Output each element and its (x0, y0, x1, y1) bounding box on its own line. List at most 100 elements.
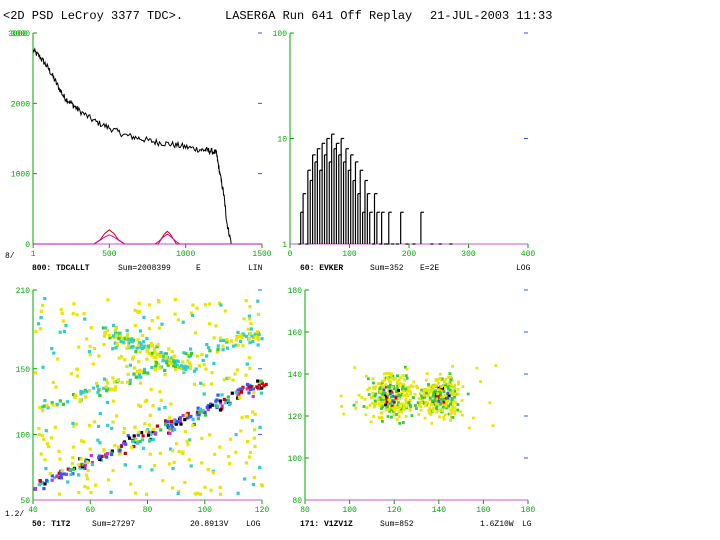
p3-cell-247 (88, 389, 92, 393)
p4-cell-466 (420, 401, 423, 405)
p3-cell-94 (236, 396, 240, 400)
p3-cell-393 (176, 365, 180, 369)
p3-cell-472 (184, 365, 188, 369)
p3-cell-294 (215, 350, 219, 354)
p4-cell-367 (447, 375, 451, 379)
p3-cell-714 (256, 343, 260, 347)
p4-cell-442 (441, 405, 445, 409)
p3-cell-99 (33, 486, 38, 491)
p3-cell-604 (217, 301, 222, 305)
p3-cell-95 (220, 404, 224, 408)
p3-cell-599 (137, 301, 141, 305)
p3-cell-702 (131, 355, 135, 359)
p3-cell-310 (132, 372, 136, 376)
p4-cell-339 (439, 394, 443, 398)
p4-cell-525 (360, 396, 364, 399)
p3-cell-434 (173, 365, 178, 369)
p3-cell-683 (47, 445, 51, 449)
p3-cell-426 (161, 359, 165, 363)
p3-cell-773 (243, 477, 247, 481)
p3-cell-381 (119, 340, 123, 344)
p4-cell-177 (372, 385, 376, 389)
p4-cell-412 (449, 383, 453, 386)
p3-cell-656 (218, 445, 222, 449)
p3-cell-80 (105, 455, 109, 459)
p3-cell-39 (53, 476, 57, 480)
p3-cell-548 (75, 313, 79, 317)
p2-xtick-label-1: 100 (342, 250, 357, 259)
p4-cell-139 (394, 390, 398, 393)
p3-cell-585 (106, 478, 111, 482)
p3-cell-405 (138, 341, 142, 345)
p3-cell-552 (151, 404, 155, 408)
p3-cell-537 (248, 366, 252, 370)
panel-v1zv1z: 80 100 120 140 160 180 80 100 120 140 160 180 (288, 287, 536, 515)
p4-cell-77 (388, 372, 391, 375)
p4-cell-304 (433, 396, 437, 400)
p3-cell-634 (94, 483, 98, 487)
p3-cell-136 (181, 414, 185, 418)
p3-cell-222 (58, 399, 62, 403)
panel-evker: 1 10 100 0 100 200 300 400 (273, 30, 536, 259)
p3-cell-457 (150, 344, 155, 348)
p4-cell-407 (447, 394, 451, 398)
p4-cell-276 (453, 412, 457, 416)
p3-cell-164 (168, 431, 172, 435)
p3-cell-130 (81, 465, 85, 469)
p3-cell-307 (216, 348, 220, 352)
p4-cell-58 (369, 420, 373, 424)
p3-cell-478 (172, 360, 176, 364)
p3-cell-636 (258, 465, 262, 470)
p3-cell-798 (142, 446, 146, 450)
p3-cell-511 (236, 491, 240, 495)
p4-cell-57 (352, 403, 356, 407)
p3-footer-flag: 20.8913V (190, 520, 229, 529)
p3-cell-789 (233, 372, 237, 376)
p4-cell-31 (391, 394, 395, 398)
p4-cell-348 (417, 404, 421, 407)
p3-cell-739 (202, 392, 206, 396)
p3-cell-470 (162, 354, 166, 358)
p3-cell-19 (206, 408, 210, 412)
p3-cell-766 (206, 468, 210, 472)
p4-xtick-label-0: 80 (300, 506, 310, 515)
p4-cell-495 (438, 376, 442, 380)
p4-cell-34 (390, 402, 394, 406)
p1-footer-name: 800: TDCALLT (32, 264, 90, 273)
p3-cell-199 (172, 419, 176, 423)
p3-cell-327 (163, 368, 167, 372)
p3-cell-315 (96, 391, 100, 395)
p3-cell-172 (151, 437, 155, 442)
p3-cell-299 (79, 389, 83, 393)
p3-cell-443 (129, 339, 133, 343)
p4-cell-492 (461, 385, 465, 388)
p3-cell-464 (115, 335, 119, 339)
p4-cell-161 (357, 393, 361, 397)
p3-cell-110 (227, 403, 232, 407)
p4-cell-261 (416, 401, 420, 405)
p3-cell-662 (250, 419, 254, 423)
p4-cell-506 (444, 383, 447, 386)
p3-cell-594 (210, 371, 214, 375)
p4-footer-scale: LG (522, 520, 532, 529)
p3-cell-542 (225, 338, 229, 342)
p3-cell-165 (226, 399, 231, 403)
p4-cell-511 (460, 399, 464, 402)
p3-cell-742 (213, 452, 217, 456)
p3-cell-763 (231, 378, 235, 382)
p3-cell-592 (72, 424, 76, 428)
p3-cell-106 (187, 415, 191, 419)
p1-ytick-label-1: 1000 (11, 171, 30, 180)
p4-cell-341 (427, 383, 430, 386)
p3-cell-498 (146, 344, 150, 348)
p3-cell-644 (251, 410, 255, 414)
p3-cell-193 (236, 393, 240, 397)
p3-cell-218 (173, 427, 177, 431)
p4-cell-211 (393, 409, 397, 413)
p3-cell-571 (98, 412, 102, 416)
p3-cell-647 (251, 483, 255, 487)
p4-cell-489 (419, 396, 423, 400)
p3-ytick-label-2: 150 (16, 366, 31, 375)
p3-cell-745 (113, 444, 117, 448)
p4-cell-187 (414, 404, 417, 407)
